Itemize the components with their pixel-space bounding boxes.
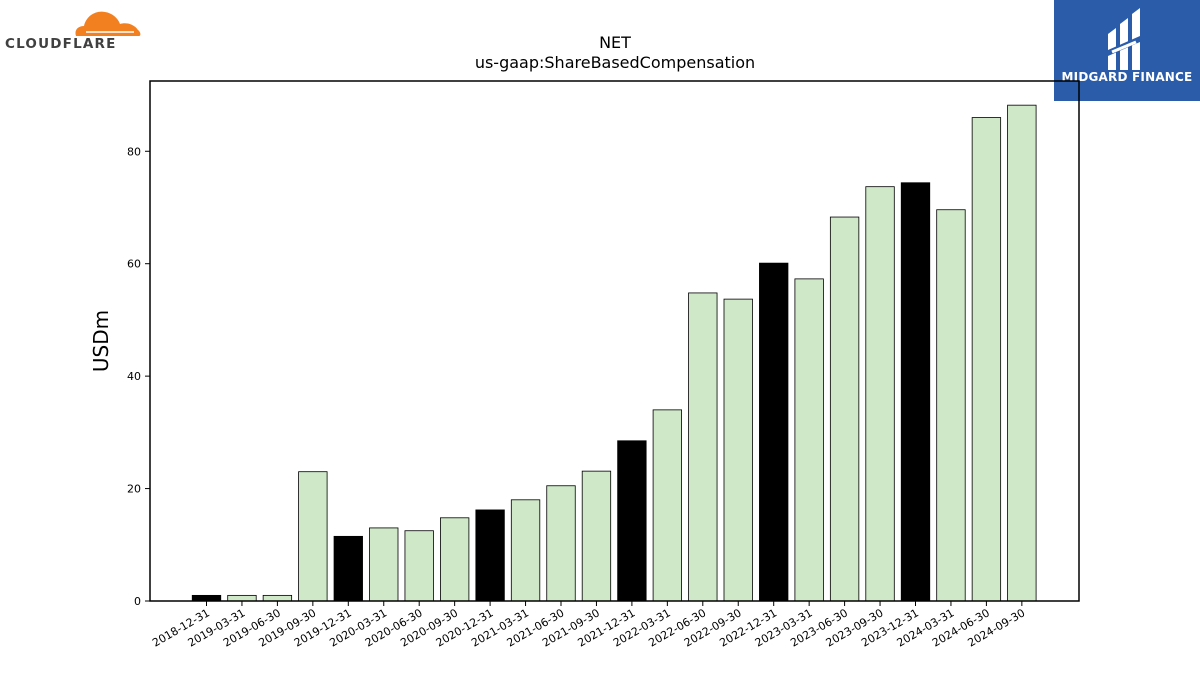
chart-title: NET [599, 33, 631, 52]
bar-2019-03-31 [227, 594, 257, 602]
y-axis-ticks: 0 20 40 60 80 [127, 145, 150, 608]
y-tick-label: 40 [127, 370, 141, 383]
bar-2019-12-31 [333, 535, 363, 602]
bar-2021-12-31 [617, 440, 647, 602]
bar-2024-09-30 [1007, 104, 1037, 602]
bar-2021-03-31 [510, 499, 541, 602]
midgard-wordmark: MIDGARD FINANCE [1061, 70, 1193, 84]
bar-2020-03-31 [369, 527, 399, 602]
midgard-emblem-icon [1108, 8, 1140, 70]
bar-2022-12-31 [759, 262, 789, 602]
plot-frame [149, 80, 1080, 602]
bar-2024-03-31 [936, 209, 966, 602]
bar-2023-06-30 [829, 216, 860, 602]
bar-2022-03-31 [652, 409, 682, 602]
bar-2022-09-30 [723, 298, 753, 602]
bar-2023-03-31 [794, 278, 824, 602]
bar-2020-09-30 [439, 517, 470, 602]
y-tick-label: 80 [127, 145, 141, 158]
cloudflare-wordmark: CLOUDFLARE [5, 36, 117, 52]
bar-2024-06-30 [971, 117, 1002, 602]
bar-2023-09-30 [865, 186, 895, 602]
bar-2021-06-30 [546, 485, 576, 602]
cloudflare-logo: CLOUDFLARE [4, 4, 146, 54]
y-axis-label: USDm [89, 310, 113, 372]
y-tick-label: 60 [127, 258, 141, 271]
cloud-icon [75, 11, 141, 36]
bar-2021-09-30 [581, 470, 612, 602]
chart-subtitle: us-gaap:ShareBasedCompensation [475, 53, 755, 72]
bar-2019-09-30 [298, 471, 328, 602]
midgard-finance-logo: MIDGARD FINANCE [1054, 0, 1200, 101]
bar-2020-12-31 [475, 509, 505, 602]
bar-2020-06-30 [404, 530, 434, 602]
bars-group [191, 104, 1037, 602]
y-tick-label: 20 [127, 483, 141, 496]
bar-2023-12-31 [900, 182, 931, 602]
y-tick-label: 0 [134, 595, 141, 608]
bar-2022-06-30 [688, 292, 718, 602]
bar-2018-12-31 [191, 594, 222, 602]
bar-2019-06-30 [262, 594, 293, 602]
x-axis-ticks: 2018-12-312019-03-312019-06-302019-09-30… [150, 601, 1027, 650]
